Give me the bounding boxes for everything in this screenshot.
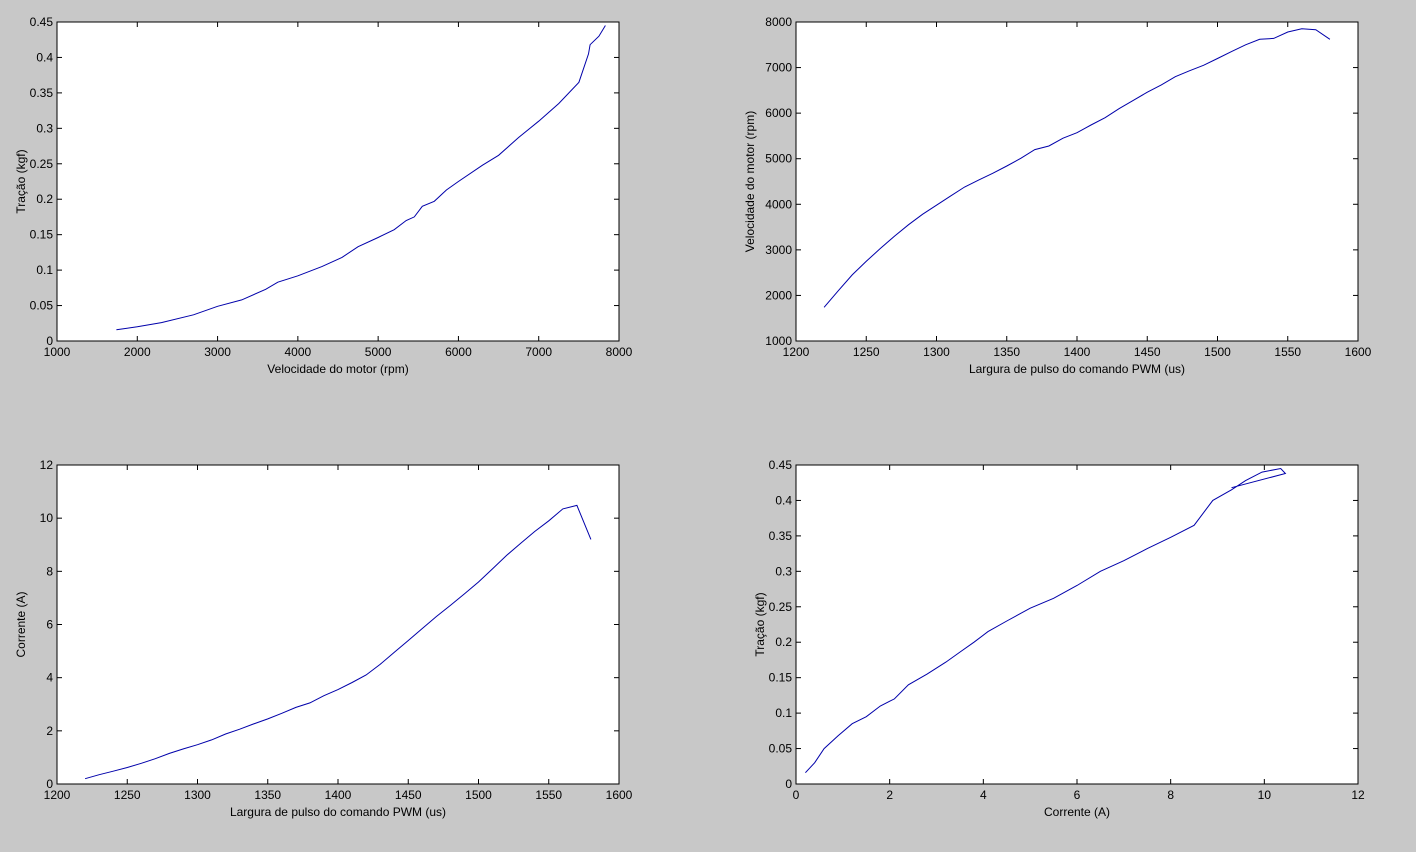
x-tick-label: 10: [1258, 788, 1272, 802]
y-tick-label: 0.1: [36, 263, 53, 277]
x-tick-label: 6: [1074, 788, 1081, 802]
x-tick-label: 1250: [114, 788, 141, 802]
x-tick-label: 1400: [325, 788, 352, 802]
y-tick-label: 1000: [765, 334, 792, 348]
x-tick-label: 3000: [204, 345, 231, 359]
data-line: [805, 467, 1287, 774]
y-tick-label: 0.35: [769, 529, 793, 543]
x-tick-label: 1450: [1134, 345, 1161, 359]
y-tick-label: 0.4: [775, 493, 792, 507]
plot-area: [795, 464, 1359, 785]
x-tick-label: 4000: [285, 345, 312, 359]
x-tick-label: 1300: [184, 788, 211, 802]
y-tick-label: 3000: [765, 243, 792, 257]
y-tick-label: 2: [46, 724, 53, 738]
y-tick-label: 0.3: [775, 564, 792, 578]
y-axis-label: Velocidade do motor (rpm): [743, 111, 757, 252]
plot-area: [56, 21, 620, 342]
x-tick-label: 1300: [923, 345, 950, 359]
y-axis-label: Corrente (A): [14, 591, 28, 657]
y-tick-label: 0.15: [769, 671, 793, 685]
y-tick-label: 0: [46, 777, 53, 791]
y-tick-label: 0.4: [36, 50, 53, 64]
y-tick-label: 0.2: [36, 192, 53, 206]
y-tick-label: 0.45: [30, 15, 54, 29]
y-tick-label: 2000: [765, 288, 792, 302]
x-axis-label: Velocidade do motor (rpm): [267, 362, 408, 376]
x-tick-label: 1600: [1345, 345, 1372, 359]
x-tick-label: 8: [1167, 788, 1174, 802]
y-tick-label: 0.15: [30, 228, 54, 242]
y-tick-label: 4: [46, 671, 53, 685]
x-tick-label: 0: [793, 788, 800, 802]
y-axis-label: Tração (kgf): [14, 149, 28, 213]
y-tick-label: 0: [785, 777, 792, 791]
x-tick-label: 1200: [44, 788, 71, 802]
x-tick-label: 1500: [1204, 345, 1231, 359]
y-tick-label: 0.05: [30, 299, 54, 313]
y-tick-label: 0.25: [30, 157, 54, 171]
y-axis-label: Tração (kgf): [753, 592, 767, 656]
y-tick-label: 12: [40, 458, 54, 472]
x-tick-label: 1250: [853, 345, 880, 359]
y-tick-label: 0.3: [36, 121, 53, 135]
x-tick-label: 2: [886, 788, 893, 802]
x-tick-label: 5000: [365, 345, 392, 359]
y-tick-label: 0.2: [775, 635, 792, 649]
y-tick-label: 8: [46, 564, 53, 578]
x-tick-label: 6000: [445, 345, 472, 359]
y-tick-label: 0: [46, 334, 53, 348]
x-tick-label: 1550: [1274, 345, 1301, 359]
y-tick-label: 0.35: [30, 86, 54, 100]
y-tick-label: 6000: [765, 106, 792, 120]
y-tick-label: 0.25: [769, 600, 793, 614]
y-tick-label: 10: [40, 511, 54, 525]
x-tick-label: 1550: [535, 788, 562, 802]
data-line: [823, 28, 1331, 308]
y-tick-label: 0.1: [775, 706, 792, 720]
x-axis-label: Largura de pulso do comando PWM (us): [230, 805, 446, 819]
x-axis-label: Corrente (A): [1044, 805, 1110, 819]
x-tick-label: 2000: [124, 345, 151, 359]
y-tick-label: 0.45: [769, 458, 793, 472]
x-tick-label: 1500: [465, 788, 492, 802]
y-tick-label: 0.05: [769, 742, 793, 756]
data-line: [116, 25, 606, 331]
y-tick-label: 5000: [765, 152, 792, 166]
x-tick-label: 1000: [44, 345, 71, 359]
x-tick-label: 4: [980, 788, 987, 802]
plot-area: [56, 464, 620, 785]
x-axis-label: Largura de pulso do comando PWM (us): [969, 362, 1185, 376]
x-tick-label: 8000: [606, 345, 633, 359]
x-tick-label: 1200: [783, 345, 810, 359]
x-tick-label: 1350: [993, 345, 1020, 359]
x-tick-label: 1400: [1064, 345, 1091, 359]
x-tick-label: 1600: [606, 788, 633, 802]
data-line: [84, 504, 592, 780]
y-tick-label: 7000: [765, 61, 792, 75]
x-tick-label: 12: [1351, 788, 1365, 802]
y-tick-label: 4000: [765, 197, 792, 211]
y-tick-label: 8000: [765, 15, 792, 29]
plot-area: [795, 21, 1359, 342]
x-tick-label: 7000: [525, 345, 552, 359]
x-tick-label: 1450: [395, 788, 422, 802]
x-tick-label: 1350: [254, 788, 281, 802]
y-tick-label: 6: [46, 618, 53, 632]
